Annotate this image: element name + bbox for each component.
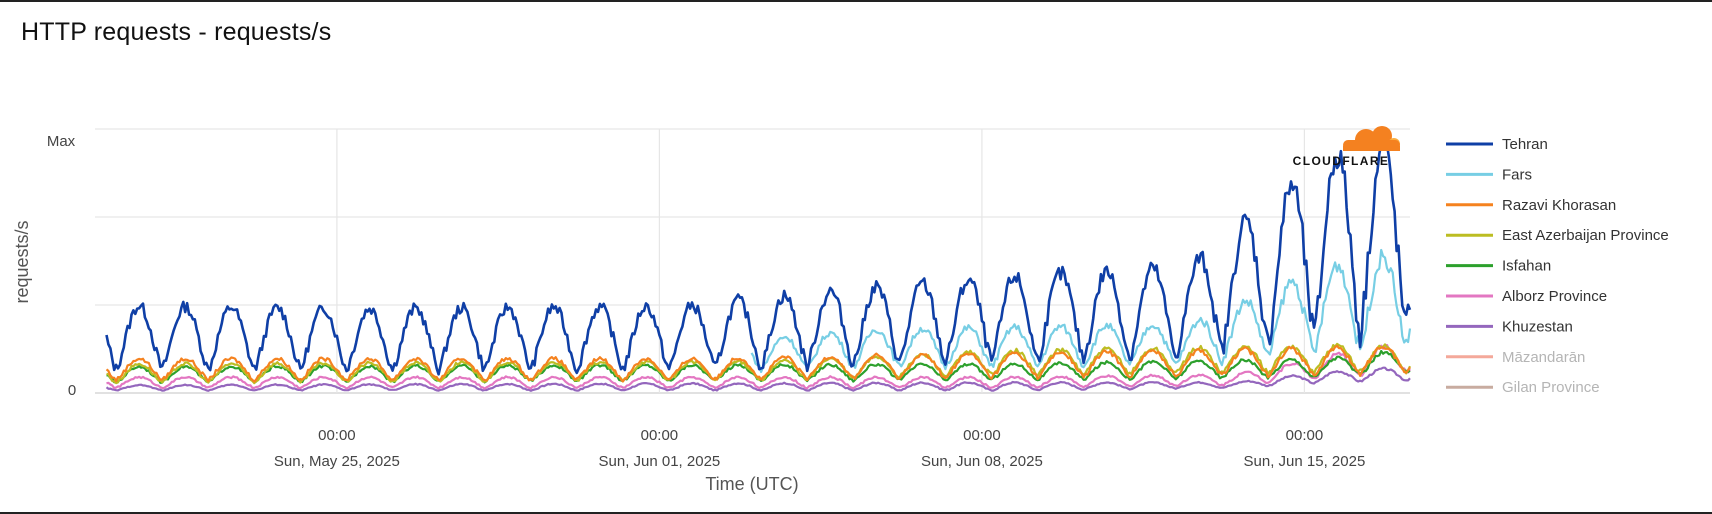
cloud-icon: [1343, 126, 1400, 151]
x-tick-time: 00:00: [318, 427, 356, 444]
series-line-razavi-khorasan[interactable]: [105, 344, 1411, 383]
series-line-tehran[interactable]: [105, 142, 1412, 376]
y-tick-max: Max: [47, 133, 76, 150]
legend-item-label[interactable]: Alborz Province: [1502, 288, 1607, 305]
x-tick-date: Sun, Jun 15, 2025: [1244, 453, 1366, 470]
cloudflare-wordmark: CLOUDFLARE: [1293, 154, 1390, 168]
x-tick-date: Sun, Jun 01, 2025: [599, 453, 721, 470]
x-tick-time: 00:00: [963, 427, 1001, 444]
legend-item-label[interactable]: Isfahan: [1502, 258, 1551, 275]
series-line-khuzestan[interactable]: [105, 366, 1411, 392]
legend-item-label[interactable]: East Azerbaijan Province: [1502, 227, 1669, 244]
x-axis-title: Time (UTC): [705, 474, 798, 494]
x-tick-date: Sun, May 25, 2025: [274, 453, 400, 470]
legend-item-label[interactable]: Razavi Khorasan: [1502, 197, 1616, 214]
axes: Max 0 requests/s Time (UTC): [12, 133, 799, 494]
legend-item-label[interactable]: Fars: [1502, 166, 1532, 183]
legend-item-label[interactable]: Māzandarān: [1502, 349, 1585, 366]
chart-title: HTTP requests - requests/s: [21, 18, 332, 46]
y-tick-zero: 0: [68, 382, 76, 399]
series-line-fars[interactable]: [750, 248, 1412, 374]
y-axis-title: requests/s: [12, 220, 32, 303]
legend-item-label[interactable]: Khuzestan: [1502, 318, 1573, 335]
legend-item-label[interactable]: Tehran: [1502, 136, 1548, 153]
x-tick-labels: 00:00 Sun, May 25, 2025 00:00 Sun, Jun 01, …: [274, 427, 1365, 470]
legend-item-label[interactable]: Gilan Province: [1502, 379, 1600, 396]
series-line-east-azerbaijan-province[interactable]: [106, 342, 1412, 385]
cloudflare-logo: CLOUDFLARE: [1293, 126, 1400, 168]
series-line-alborz-province[interactable]: [106, 343, 1411, 390]
x-tick-time: 00:00: [1286, 427, 1324, 444]
x-tick-date: Sun, Jun 08, 2025: [921, 453, 1043, 470]
series-lines[interactable]: [105, 142, 1412, 392]
x-tick-time: 00:00: [641, 427, 679, 444]
legend: Tehran Fars Razavi Khorasan East Azerbaijan…: [1446, 136, 1669, 396]
